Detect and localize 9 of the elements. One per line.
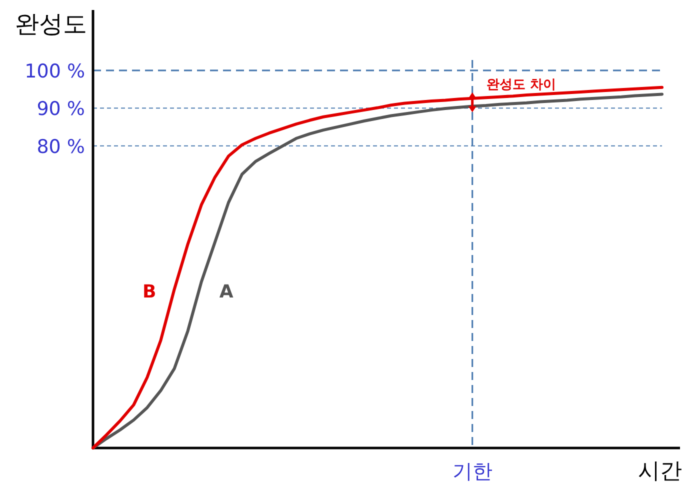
y-tick-label: 80 %	[36, 136, 85, 158]
x-axis-title: 시간	[638, 459, 682, 484]
x-tick-label: 기한	[452, 459, 492, 483]
y-tick-label: 100 %	[24, 60, 85, 82]
y-tick-label: 90 %	[36, 98, 85, 120]
y-axis-title: 완성도	[15, 10, 87, 38]
annotation: 완성도 차이	[486, 77, 556, 92]
series-label: B	[142, 281, 156, 302]
series-label: A	[219, 281, 234, 302]
